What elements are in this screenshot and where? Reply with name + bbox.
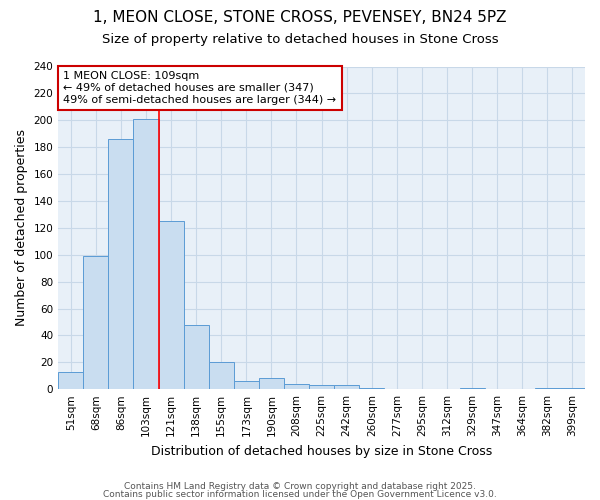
Bar — [158, 221, 184, 389]
Bar — [259, 378, 284, 389]
Bar — [184, 324, 209, 389]
Bar — [359, 388, 385, 389]
Bar — [535, 388, 560, 389]
Bar — [58, 372, 83, 389]
Bar — [560, 388, 585, 389]
Bar — [109, 139, 133, 389]
Text: Contains public sector information licensed under the Open Government Licence v3: Contains public sector information licen… — [103, 490, 497, 499]
Bar — [334, 385, 359, 389]
Text: 1 MEON CLOSE: 109sqm
← 49% of detached houses are smaller (347)
49% of semi-deta: 1 MEON CLOSE: 109sqm ← 49% of detached h… — [64, 72, 337, 104]
Bar — [133, 119, 158, 389]
Bar — [234, 381, 259, 389]
Bar — [284, 384, 309, 389]
Bar — [209, 362, 234, 389]
X-axis label: Distribution of detached houses by size in Stone Cross: Distribution of detached houses by size … — [151, 444, 492, 458]
Bar — [83, 256, 109, 389]
Text: 1, MEON CLOSE, STONE CROSS, PEVENSEY, BN24 5PZ: 1, MEON CLOSE, STONE CROSS, PEVENSEY, BN… — [93, 10, 507, 25]
Bar — [309, 385, 334, 389]
Text: Size of property relative to detached houses in Stone Cross: Size of property relative to detached ho… — [101, 32, 499, 46]
Text: Contains HM Land Registry data © Crown copyright and database right 2025.: Contains HM Land Registry data © Crown c… — [124, 482, 476, 491]
Bar — [460, 388, 485, 389]
Y-axis label: Number of detached properties: Number of detached properties — [15, 130, 28, 326]
